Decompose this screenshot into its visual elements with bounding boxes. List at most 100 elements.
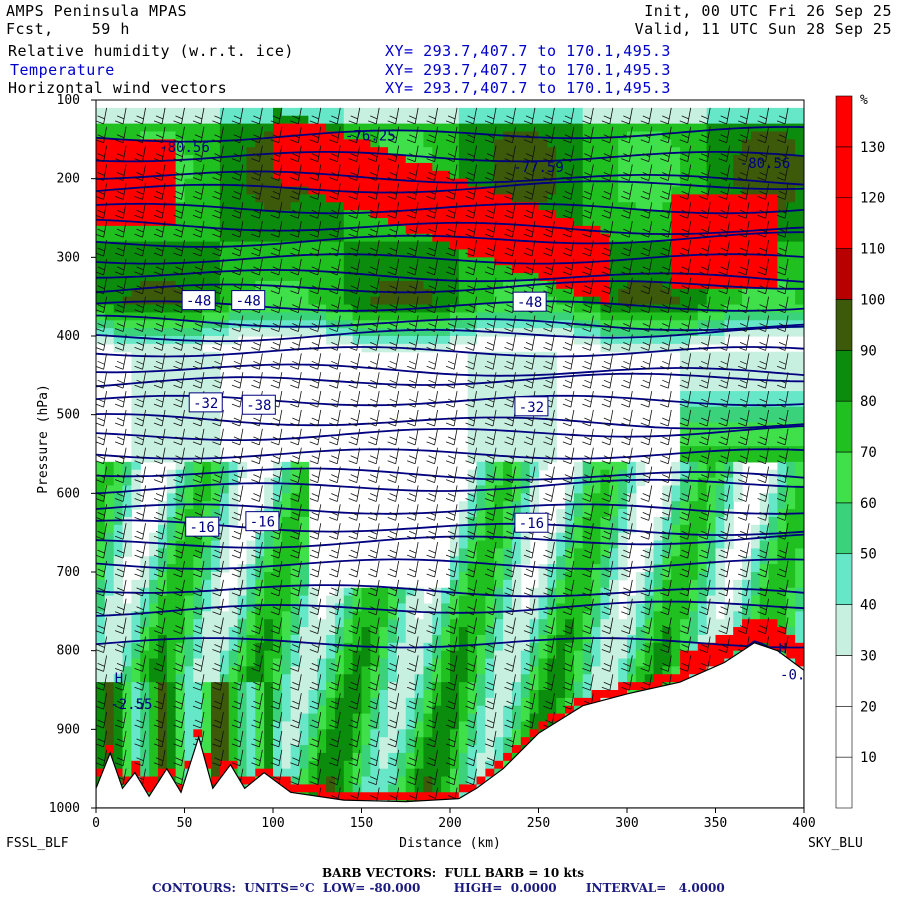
rh-cell <box>609 336 619 345</box>
rh-cell <box>184 690 194 699</box>
rh-cell <box>494 587 504 597</box>
rh-cell <box>591 540 602 549</box>
rh-cell <box>149 131 159 140</box>
rh-cell <box>370 721 380 730</box>
rh-cell <box>290 469 301 479</box>
rh-cell <box>529 131 540 140</box>
rh-cell <box>538 674 548 683</box>
rh-cell <box>237 697 248 707</box>
rh-cell <box>494 752 504 762</box>
rh-cell <box>671 218 681 227</box>
rh-cell <box>688 414 699 424</box>
rh-cell <box>237 721 248 730</box>
rh-cell <box>697 304 708 313</box>
rh-cell <box>388 650 398 660</box>
rh-cell <box>565 202 575 211</box>
rh-cell <box>184 430 194 439</box>
rh-cell <box>211 611 221 620</box>
rh-cell <box>697 359 708 369</box>
rh-cell <box>662 532 672 542</box>
rh-cell <box>573 288 584 298</box>
rh-cell <box>609 312 619 321</box>
rh-cell <box>405 147 416 156</box>
rh-cell <box>688 658 699 667</box>
rh-cell <box>697 115 708 125</box>
rh-cell <box>361 225 371 235</box>
rh-cell <box>680 273 690 282</box>
rh-cell <box>379 627 389 636</box>
rh-cell <box>140 131 150 140</box>
rh-cell <box>680 611 690 620</box>
rh-cell <box>582 296 593 306</box>
rh-cell <box>485 729 495 738</box>
rh-cell <box>202 634 212 644</box>
rh-cell <box>166 446 177 455</box>
rh-cell <box>680 328 690 337</box>
rh-cell <box>211 147 221 156</box>
rh-cell <box>688 461 699 471</box>
rh-cell <box>273 713 283 723</box>
rh-cell <box>273 320 283 329</box>
rh-cell <box>290 273 301 282</box>
rh-cell <box>405 634 416 644</box>
rh-cell <box>131 760 141 770</box>
rh-cell <box>503 257 513 266</box>
rh-cell <box>441 619 451 628</box>
rh-cell <box>175 674 186 683</box>
rh-cell <box>591 642 602 652</box>
rh-cell <box>688 627 699 636</box>
rh-cell <box>264 752 274 762</box>
rh-cell <box>600 312 610 321</box>
rh-cell <box>609 162 619 172</box>
rh-cell <box>680 398 690 408</box>
rh-cell <box>308 186 318 195</box>
rh-cell <box>379 210 389 219</box>
rh-cell <box>635 280 646 290</box>
rh-cell <box>600 186 610 195</box>
rh-cell <box>149 705 159 715</box>
rh-cell <box>299 461 309 471</box>
rh-cell <box>202 147 212 156</box>
rh-cell <box>511 658 522 667</box>
rh-cell <box>184 446 194 455</box>
rh-cell <box>326 202 336 211</box>
rh-cell <box>565 524 575 534</box>
rh-cell <box>671 556 681 565</box>
rh-cell <box>635 328 646 337</box>
rh-cell <box>511 391 522 400</box>
rh-cell <box>96 493 106 502</box>
rh-cell <box>609 131 619 140</box>
rh-cell <box>308 233 318 243</box>
rh-cell <box>582 524 593 534</box>
rh-cell <box>193 650 203 660</box>
rh-cell <box>529 210 540 219</box>
rh-cell <box>476 139 486 148</box>
rh-cell <box>458 556 469 565</box>
rh-cell <box>237 461 248 471</box>
rh-cell <box>202 548 212 557</box>
rh-cell <box>246 752 256 762</box>
rh-cell <box>326 603 336 612</box>
rh-cell <box>627 642 637 652</box>
rh-cell <box>503 202 513 211</box>
rh-cell <box>202 367 212 376</box>
rh-cell <box>396 107 407 117</box>
rh-cell <box>122 776 132 785</box>
rh-cell <box>388 249 398 258</box>
rh-cell <box>352 690 363 699</box>
rh-cell <box>485 296 495 306</box>
rh-cell <box>423 273 433 282</box>
rh-cell <box>467 430 478 439</box>
rh-cell <box>503 454 513 463</box>
rh-cell <box>688 469 699 479</box>
rh-cell <box>326 115 336 125</box>
rh-cell <box>591 556 602 565</box>
rh-cell <box>175 485 186 494</box>
rh-cell <box>414 705 425 715</box>
rh-cell <box>458 273 469 282</box>
rh-cell <box>618 674 628 683</box>
rh-cell <box>547 572 557 581</box>
rh-cell <box>273 768 283 778</box>
rh-cell <box>467 524 478 534</box>
rh-cell <box>299 218 309 227</box>
